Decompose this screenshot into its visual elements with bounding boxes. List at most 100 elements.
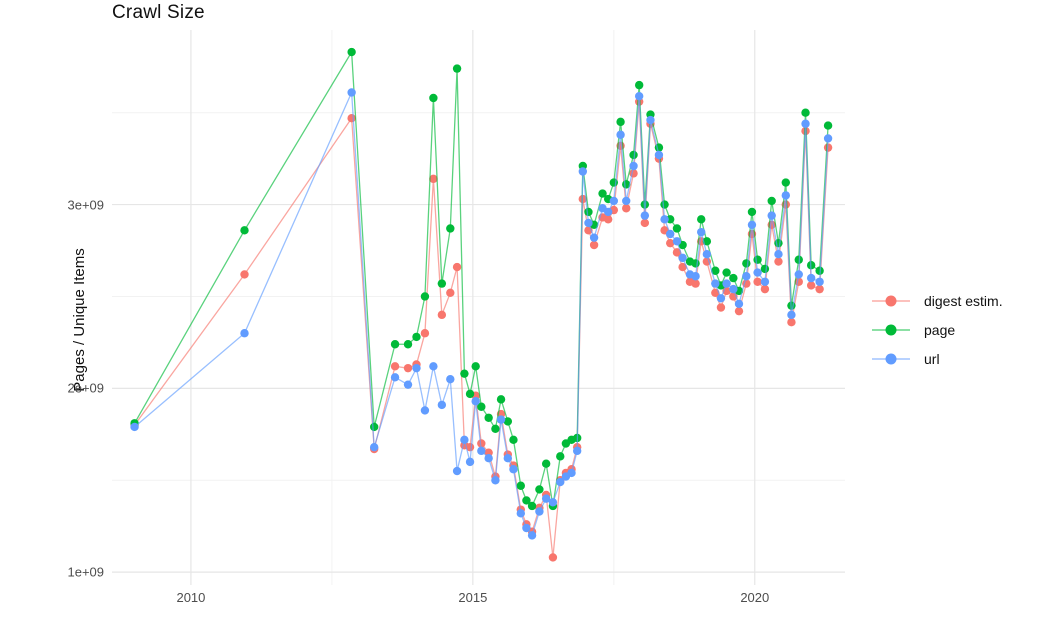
- data-point: [729, 284, 738, 294]
- data-point: [760, 284, 770, 294]
- data-point: [347, 88, 356, 97]
- y-tick-label: 3e+09: [67, 197, 104, 213]
- data-point: [781, 178, 790, 187]
- data-point: [691, 279, 700, 288]
- data-point: [774, 250, 783, 259]
- chart-legend: digest estim. page url: [872, 286, 1052, 373]
- data-point: [548, 553, 558, 562]
- data-point: [527, 531, 537, 540]
- legend-key-icon: [872, 323, 910, 337]
- data-point: [412, 332, 421, 342]
- series-line: [133, 49, 829, 508]
- data-point: [535, 507, 544, 516]
- data-point: [390, 362, 400, 371]
- data-point: [678, 253, 687, 263]
- data-point: [446, 288, 455, 297]
- data-point: [420, 292, 430, 301]
- data-point: [509, 465, 518, 474]
- data-point: [801, 119, 810, 128]
- data-point: [496, 415, 506, 424]
- data-point: [815, 277, 824, 286]
- x-tick-label: 2015: [458, 590, 488, 605]
- data-point: [672, 237, 682, 246]
- legend-label: digest estim.: [924, 292, 1003, 309]
- y-tick-label: 1e+09: [67, 564, 104, 580]
- data-point: [477, 446, 486, 456]
- data-point: [429, 174, 438, 184]
- data-point: [446, 374, 455, 384]
- data-point: [556, 477, 565, 487]
- data-point: [429, 362, 438, 371]
- data-point: [660, 215, 669, 224]
- data-point: [541, 494, 551, 503]
- data-point: [734, 306, 744, 316]
- legend-dot-icon: [885, 353, 897, 364]
- data-point: [491, 424, 500, 433]
- data-point: [527, 501, 537, 511]
- data-point: [660, 200, 669, 209]
- data-point: [589, 233, 599, 242]
- x-tick-label: 2010: [176, 590, 206, 605]
- data-point: [616, 117, 625, 127]
- series-url: [130, 88, 833, 540]
- data-point: [522, 523, 531, 533]
- data-point: [465, 389, 475, 399]
- data-point: [420, 329, 430, 338]
- legend-item[interactable]: url: [872, 344, 1052, 373]
- data-point: [347, 47, 356, 57]
- data-point: [437, 400, 447, 410]
- data-point: [609, 196, 619, 206]
- data-point: [465, 457, 475, 467]
- y-tick-label: 2e+09: [67, 380, 104, 396]
- data-point: [666, 238, 675, 248]
- data-point: [716, 294, 726, 303]
- data-point: [240, 270, 249, 279]
- series-page: [130, 47, 833, 511]
- data-point: [806, 273, 816, 283]
- data-point: [429, 93, 438, 103]
- data-point: [711, 266, 720, 275]
- data-point: [503, 453, 513, 463]
- data-point: [567, 468, 576, 478]
- data-point: [753, 268, 762, 277]
- plot-panel: [112, 30, 845, 585]
- series-digest-estim-: [130, 97, 833, 562]
- data-point: [556, 452, 565, 461]
- data-point: [240, 329, 249, 338]
- data-point: [471, 397, 480, 406]
- data-point: [767, 211, 776, 220]
- data-point: [815, 284, 824, 294]
- data-point: [629, 169, 638, 178]
- data-point: [666, 229, 675, 239]
- data-point: [452, 466, 462, 476]
- legend-item[interactable]: digest estim.: [872, 286, 1052, 315]
- data-point: [697, 215, 706, 224]
- data-point: [584, 207, 593, 217]
- data-point: [471, 362, 480, 371]
- data-point: [548, 498, 558, 507]
- data-point: [496, 395, 506, 404]
- data-point: [609, 178, 619, 187]
- data-point: [697, 227, 706, 237]
- data-point: [767, 196, 776, 206]
- data-point: [390, 373, 400, 382]
- data-point: [403, 363, 413, 373]
- legend-item[interactable]: page: [872, 315, 1052, 344]
- data-point: [702, 250, 712, 259]
- data-point: [753, 255, 762, 264]
- data-point: [446, 224, 455, 233]
- data-point: [760, 264, 770, 274]
- data-point: [742, 272, 751, 281]
- data-point: [460, 435, 469, 445]
- data-point: [477, 402, 486, 411]
- data-point: [460, 369, 469, 378]
- data-point: [678, 262, 687, 272]
- data-point: [584, 218, 593, 228]
- plot-area: [112, 30, 845, 585]
- data-point: [369, 422, 379, 432]
- data-point: [729, 273, 738, 283]
- legend-dot-icon: [885, 295, 897, 306]
- data-point: [616, 130, 625, 139]
- data-point: [516, 509, 525, 518]
